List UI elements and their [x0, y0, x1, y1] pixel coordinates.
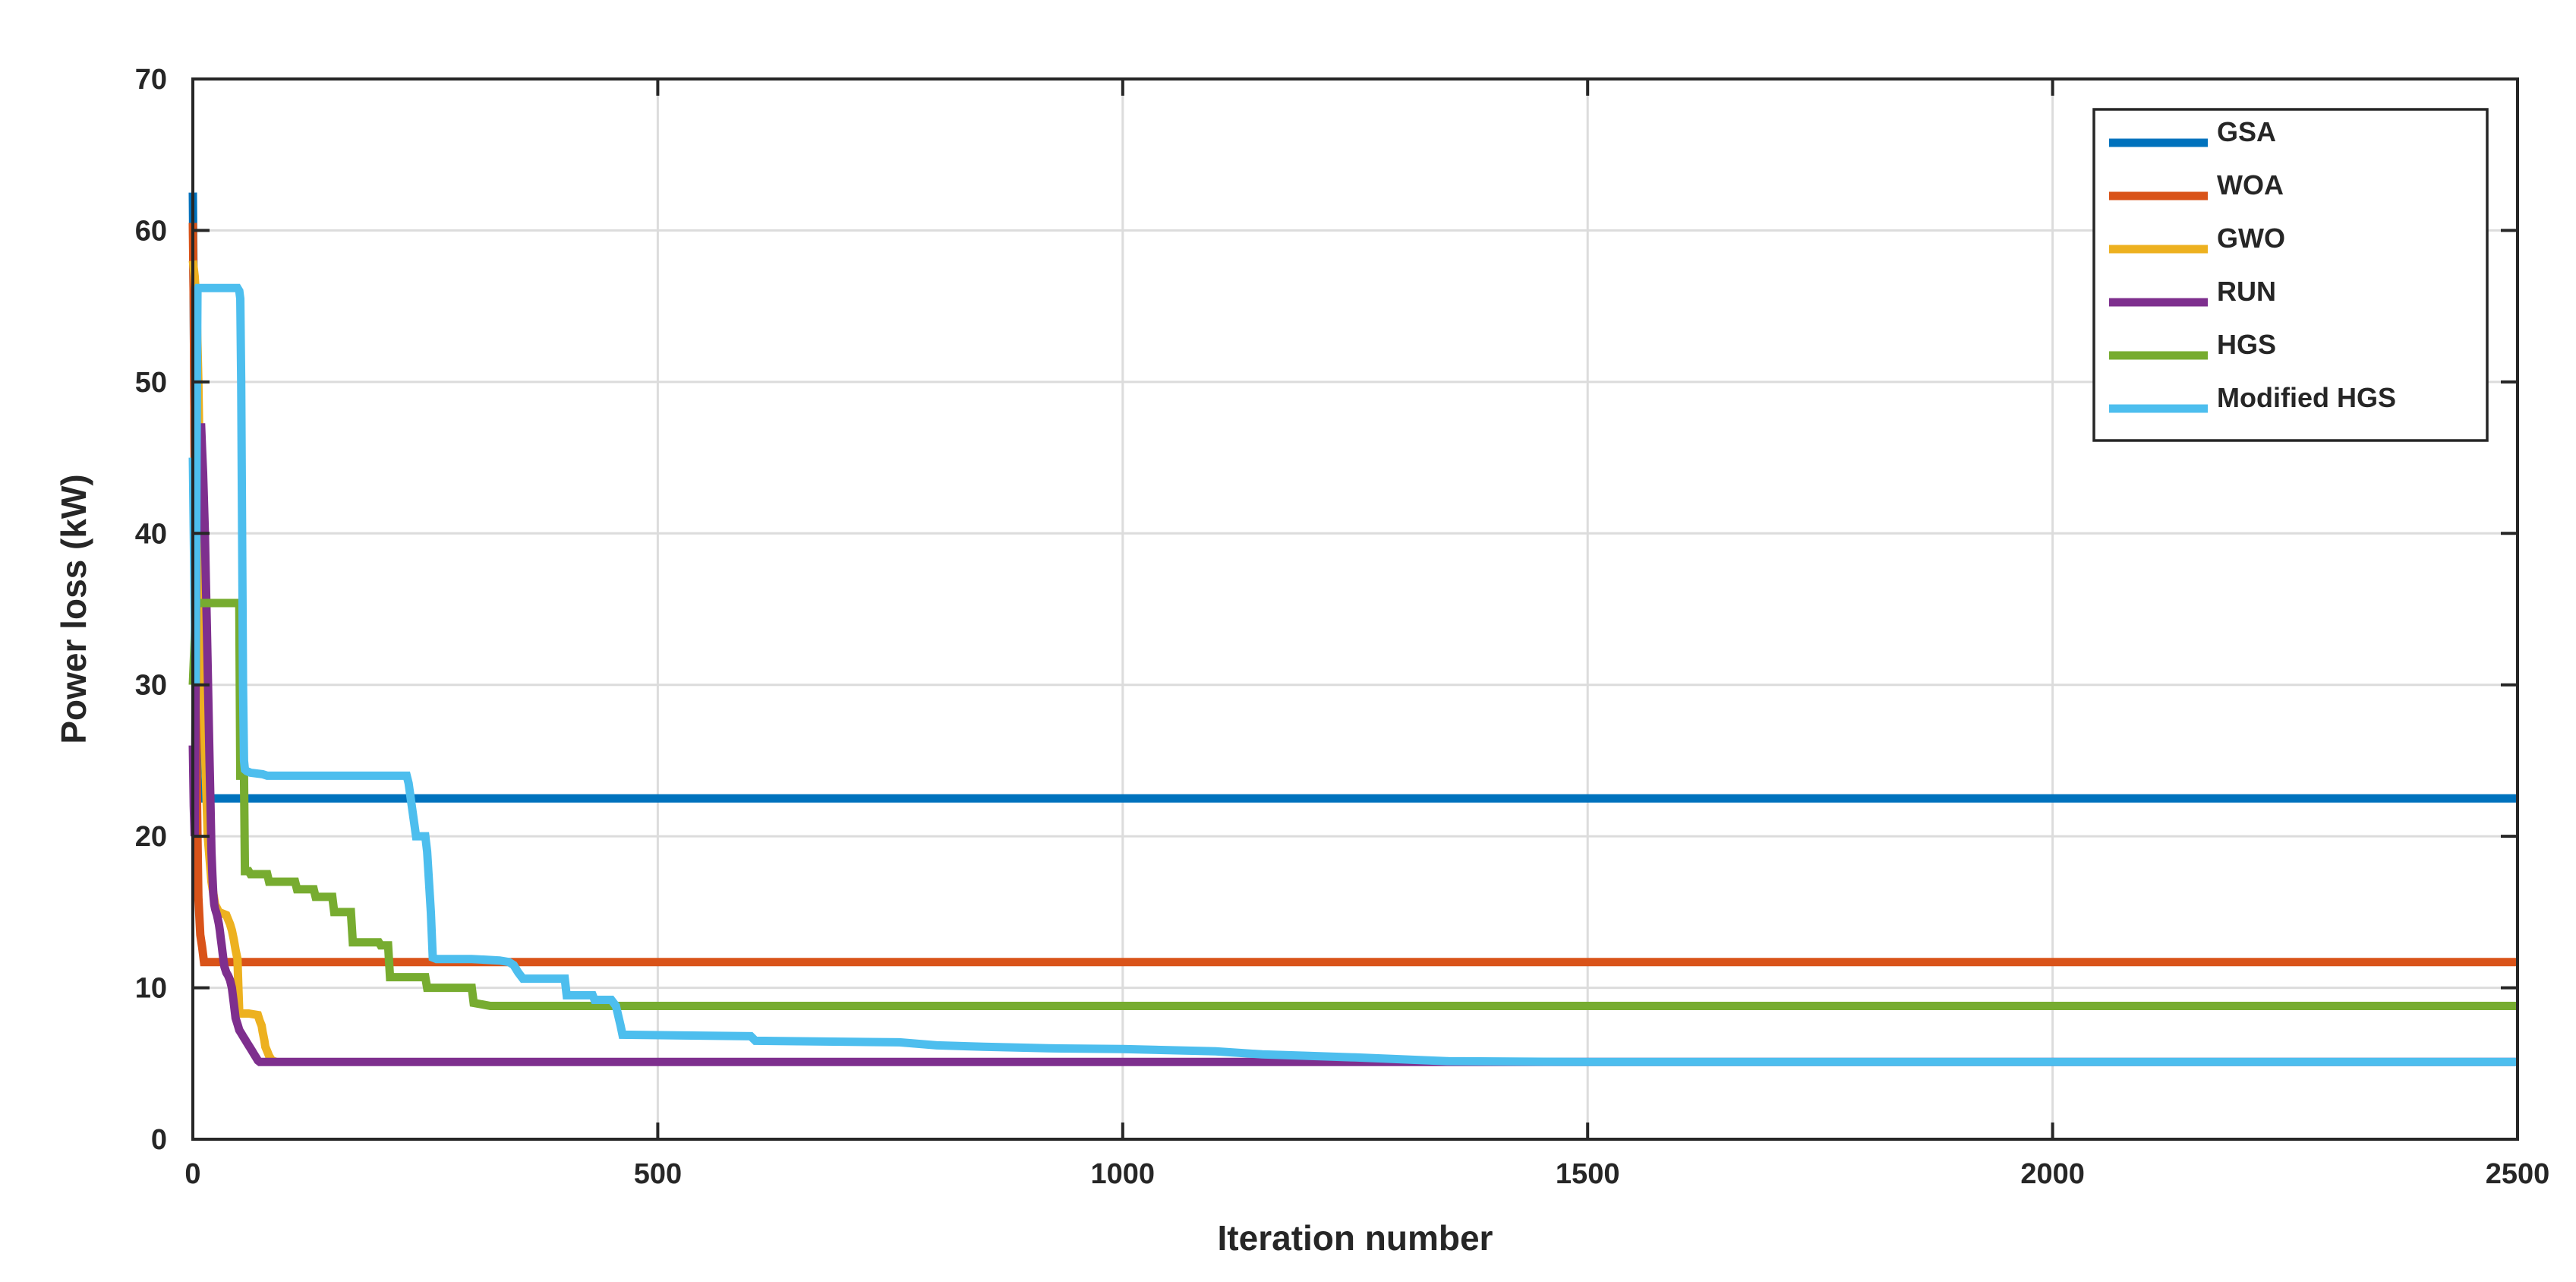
series-line-modified-hgs — [188, 283, 2518, 1066]
x-tick-label: 1500 — [1556, 1158, 1620, 1190]
y-tick-label: 10 — [135, 973, 167, 1005]
x-tick-label: 1000 — [1091, 1158, 1156, 1190]
y-tick-label: 50 — [135, 367, 167, 399]
legend-label-modified-hgs: Modified HGS — [2217, 382, 2396, 413]
y-tick-label: 30 — [135, 670, 167, 702]
y-tick-label: 20 — [135, 821, 167, 853]
y-axis-label: Power loss (kW) — [54, 474, 93, 744]
x-tick-label: 0 — [184, 1158, 200, 1190]
series-line-gwo — [188, 260, 278, 1066]
axes-box — [191, 77, 2519, 1141]
series-line-run — [188, 423, 2518, 1066]
legend-label-gsa: GSA — [2217, 116, 2276, 147]
legend: GSA WOA GWO RUN HGS Modified HGS — [2092, 108, 2489, 442]
legend-box — [2092, 108, 2489, 442]
y-tick-label: 40 — [135, 518, 167, 550]
y-tick-label: 0 — [151, 1124, 167, 1156]
y-tick-label: 60 — [135, 215, 167, 247]
legend-label-hgs: HGS — [2217, 329, 2276, 360]
x-tick-label: 500 — [634, 1158, 682, 1190]
tick-marks — [191, 77, 2519, 1141]
tick-labels: 0 500 1000 1500 2000 2500 0 10 20 30 40 50 60 70 — [135, 64, 2550, 1190]
y-tick-label: 70 — [135, 64, 167, 96]
legend-label-run: RUN — [2217, 276, 2276, 307]
x-axis-label: Iteration number — [1218, 1218, 1493, 1258]
legend-label-woa: WOA — [2217, 169, 2284, 201]
legend-label-gwo: GWO — [2217, 223, 2285, 254]
x-tick-label: 2000 — [2020, 1158, 2085, 1190]
legend-items: GSA WOA GWO RUN HGS Modified HGS — [2109, 116, 2396, 413]
x-tick-label: 2500 — [2486, 1158, 2550, 1190]
